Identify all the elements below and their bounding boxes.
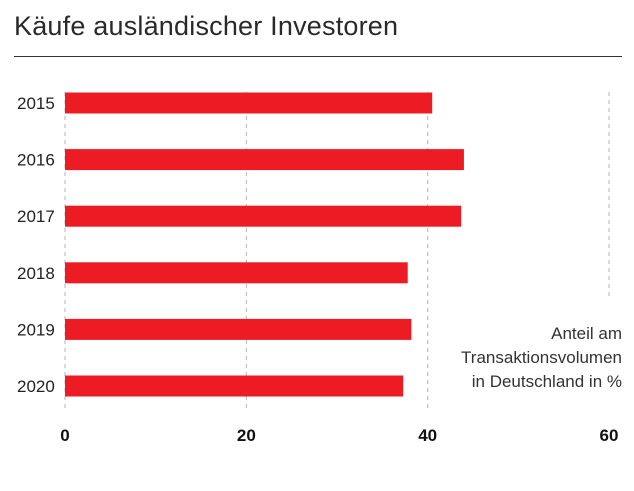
- y-tick-label: 2019: [17, 320, 55, 339]
- x-tick-label: 0: [60, 426, 69, 445]
- title-rule: [14, 56, 622, 57]
- y-tick-label: 2015: [17, 94, 55, 113]
- bar-2016: [65, 149, 464, 171]
- chart-title: Käufe ausländischer Investoren: [14, 11, 399, 41]
- axis-note-line-2: Transaktionsvolumen: [461, 348, 622, 367]
- bar-2015: [65, 92, 433, 114]
- axis-note-line-3: in Deutschland in %: [471, 372, 622, 391]
- x-tick-label: 20: [237, 426, 256, 445]
- x-tick-label: 40: [418, 426, 437, 445]
- bar-2017: [65, 205, 462, 227]
- y-tick-label: 2016: [17, 151, 55, 170]
- axis-note: Anteil am Transaktionsvolumen in Deutsch…: [461, 322, 622, 394]
- y-tick-label: 2020: [17, 377, 55, 396]
- x-tick-label: 60: [600, 426, 619, 445]
- bar-2018: [65, 262, 408, 284]
- y-tick-label: 2017: [17, 207, 55, 226]
- axis-note-line-1: Anteil am: [551, 324, 622, 343]
- bar-2019: [65, 318, 412, 340]
- y-tick-label: 2018: [17, 264, 55, 283]
- bar-2020: [65, 375, 404, 397]
